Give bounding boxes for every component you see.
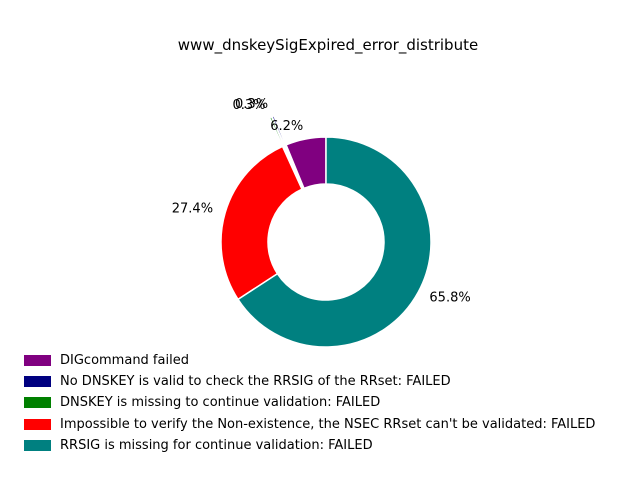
legend-item: Impossible to verify the Non-existence, …: [24, 414, 595, 435]
legend-label: DIGcommand failed: [60, 353, 189, 369]
legend-swatch: [24, 418, 51, 430]
legend-swatch: [24, 355, 51, 367]
pie-slice: [285, 136, 327, 190]
legend-label: RRSIG is missing for continue validation…: [60, 437, 373, 453]
legend-label: No DNSKEY is valid to check the RRSIG of…: [60, 374, 451, 390]
legend-swatch: [24, 376, 51, 388]
legend-label: Impossible to verify the Non-existence, …: [60, 416, 596, 432]
pie-slice: [220, 145, 303, 301]
pie-percent-labels: 6.2%0.3%0.3%27.4%65.8%: [172, 97, 471, 305]
pie-slice: [237, 136, 432, 348]
legend-item: No DNSKEY is valid to check the RRSIG of…: [24, 371, 595, 392]
legend-item: RRSIG is missing for continue validation…: [24, 435, 595, 456]
legend-item: DNSKEY is missing to continue validation…: [24, 392, 595, 413]
legend-label: DNSKEY is missing to continue validation…: [60, 395, 381, 411]
pie-percent-label: 0.3%: [235, 97, 268, 112]
pie-percent-label: 0.3%: [232, 98, 265, 113]
legend-swatch: [24, 439, 51, 451]
chart-legend: DIGcommand failed No DNSKEY is valid to c…: [24, 350, 595, 456]
legend-swatch: [24, 397, 51, 409]
legend-item: DIGcommand failed: [24, 350, 595, 371]
pie-percent-label: 27.4%: [172, 202, 213, 217]
pie-percent-label: 65.8%: [429, 291, 470, 306]
pie-slices: [220, 115, 432, 348]
chart-title: www_dnskeySigExpired_error_distribute: [178, 36, 478, 55]
pie-percent-label: 6.2%: [270, 119, 303, 134]
